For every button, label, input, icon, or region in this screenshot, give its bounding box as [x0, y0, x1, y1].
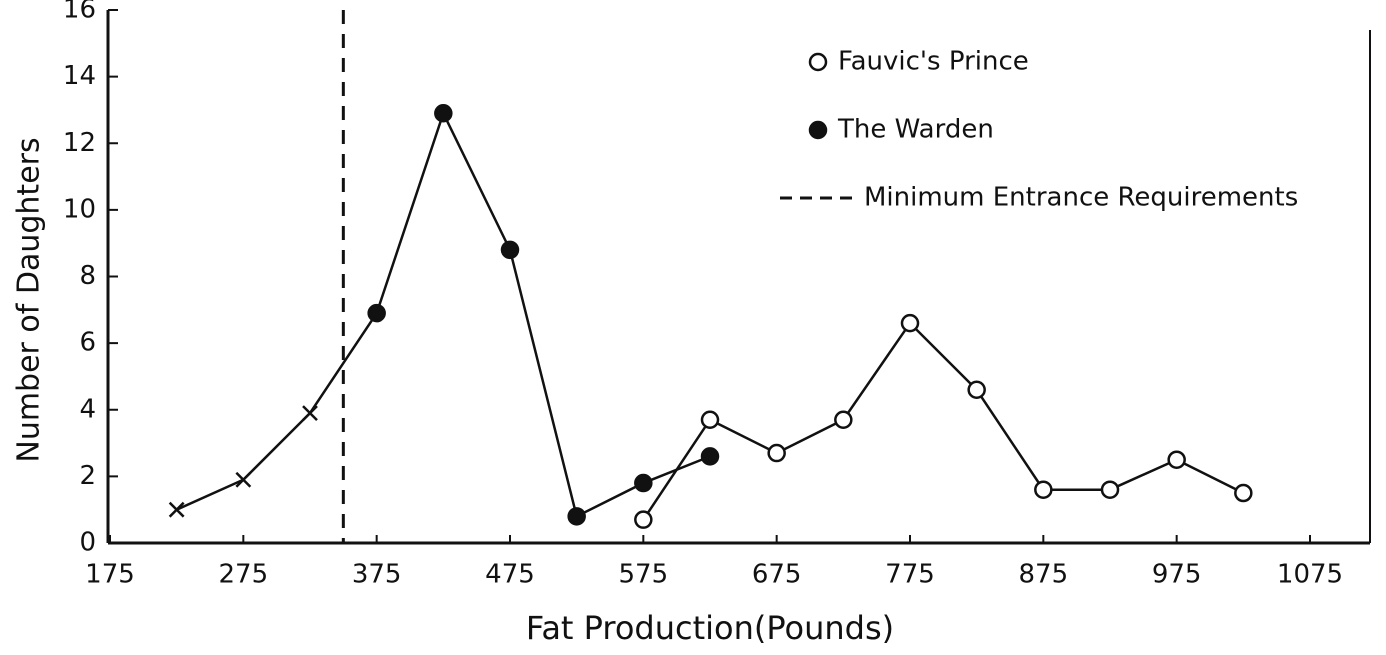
data-point: [1167, 450, 1186, 469]
y-tick-label: 12: [63, 128, 96, 158]
data-point: [700, 410, 720, 429]
data-point: [367, 303, 386, 323]
data-point: [834, 410, 853, 429]
y-tick-label: 8: [79, 261, 96, 291]
legend-label: The Warden: [837, 115, 994, 145]
legend-label: Minimum Entrance Requirements: [864, 183, 1298, 213]
y-tick-label: 10: [63, 194, 96, 224]
y-tick-label: 0: [79, 528, 96, 558]
data-point: [567, 507, 586, 526]
x-tick-label: 475: [485, 560, 535, 590]
y-tick-label: 16: [63, 0, 96, 25]
x-axis-label: Fat Production(Pounds): [526, 609, 894, 647]
data-point: [1034, 480, 1053, 499]
data-point: [434, 104, 453, 123]
x-tick-label: 675: [752, 560, 802, 590]
legend-label: Fauvic's Prince: [838, 47, 1029, 77]
y-tick-label: 14: [63, 61, 96, 91]
data-point: [500, 240, 520, 260]
y-axis-label: Number of Daughters: [12, 137, 47, 462]
x-tick-label: 875: [1019, 560, 1069, 590]
series-line: [176, 109, 711, 519]
x-tick-label: 775: [885, 560, 935, 590]
data-point: [1100, 480, 1120, 499]
data-point: [634, 510, 653, 529]
x-tick-label: 275: [219, 560, 269, 590]
y-tick-label: 2: [79, 461, 96, 491]
legend-marker: [808, 120, 828, 140]
data-point: [1234, 483, 1253, 503]
x-tick-label: 1075: [1277, 560, 1343, 590]
x-tick-label: 575: [619, 560, 669, 590]
data-point: [634, 473, 653, 493]
data-point: [967, 380, 986, 400]
data-point: [302, 405, 318, 421]
data-point: [700, 447, 720, 466]
x-tick-label: 375: [352, 560, 402, 590]
y-tick-label: 4: [79, 394, 96, 424]
data-point: [900, 313, 920, 333]
series-line: [642, 321, 1244, 521]
x-tick-label: 975: [1152, 560, 1202, 590]
legend-marker: [808, 52, 828, 72]
x-tick-label: 175: [85, 560, 135, 590]
data-point: [235, 471, 252, 488]
data-point: [767, 443, 786, 463]
y-tick-label: 6: [79, 328, 96, 358]
data-point: [168, 501, 185, 518]
